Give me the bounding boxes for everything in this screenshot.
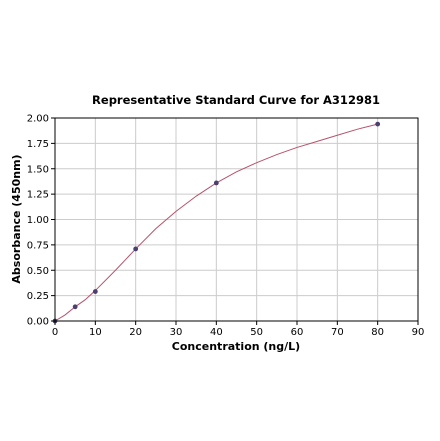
y-tick-label: 0.75 xyxy=(27,240,49,251)
y-tick-label: 1.75 xyxy=(27,139,49,150)
x-tick-label: 30 xyxy=(170,327,183,338)
x-tick-label: 80 xyxy=(371,327,384,338)
x-tick-label: 50 xyxy=(250,327,263,338)
x-axis-ticks: 0 10 20 30 40 50 60 70 80 90 xyxy=(52,321,425,338)
x-tick-label: 0 xyxy=(52,327,58,338)
y-axis-label: Absorbance (450nm) xyxy=(10,154,23,283)
y-tick-label: 1.25 xyxy=(27,190,49,201)
y-tick-label: 0.00 xyxy=(27,317,49,328)
x-tick-label: 40 xyxy=(210,327,223,338)
x-tick-label: 70 xyxy=(331,327,344,338)
y-tick-label: 0.25 xyxy=(27,291,49,302)
data-point xyxy=(375,121,381,127)
x-tick-label: 10 xyxy=(89,327,102,338)
x-axis-label: Concentration (ng/L) xyxy=(172,340,300,353)
data-point xyxy=(92,289,98,294)
x-tick-label: 20 xyxy=(129,327,142,338)
data-point xyxy=(72,304,78,310)
data-point xyxy=(133,246,139,252)
fit-curve-layer xyxy=(54,123,378,322)
y-tick-label: 0.50 xyxy=(27,266,49,277)
chart-title: Representative Standard Curve for A31298… xyxy=(92,93,380,107)
data-point xyxy=(213,180,219,186)
x-tick-label: 60 xyxy=(291,327,304,338)
y-axis-ticks: 0.00 0.25 0.50 0.75 1.00 1.25 1.50 1.75 2.00 xyxy=(27,114,55,328)
fit-curve-line xyxy=(54,123,378,322)
grid-lines xyxy=(54,117,419,322)
y-tick-label: 1.50 xyxy=(27,164,49,175)
y-tick-label: 1.00 xyxy=(27,215,49,226)
y-tick-label: 2.00 xyxy=(27,114,49,125)
x-tick-label: 90 xyxy=(412,327,425,338)
